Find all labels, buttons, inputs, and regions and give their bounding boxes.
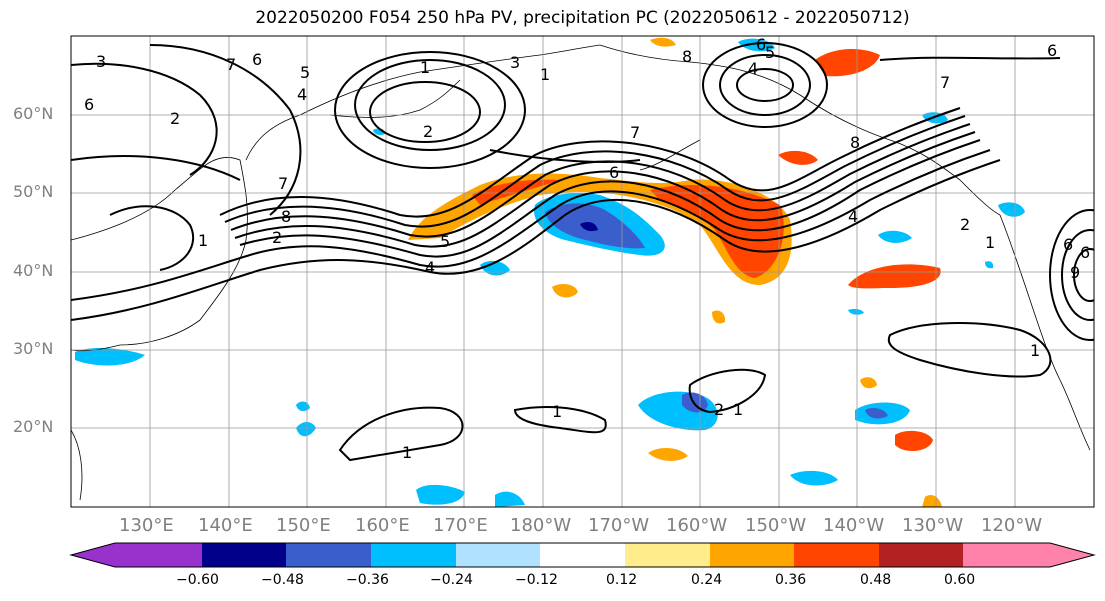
lon-label: 180°W (510, 515, 572, 536)
lat-label: 20°N (13, 417, 54, 436)
contour-label: 1 (552, 402, 562, 421)
contour-labels: 3 7 6 5 4 6 1 3 2 7 2 4 5 6 1 8 7 5 4 6 … (84, 35, 1090, 462)
contour-label: 4 (297, 85, 307, 104)
contour-label: 2 (423, 122, 433, 141)
contour-label: 5 (300, 63, 310, 82)
lon-label: 130°E (119, 515, 174, 536)
lon-label: 140°W (823, 515, 885, 536)
contour-label: 3 (96, 52, 106, 71)
colorbar-tick: −0.24 (430, 572, 473, 588)
lon-label: 170°W (588, 515, 650, 536)
contour-label: 5 (440, 232, 450, 251)
contour-label: 1 (985, 233, 995, 252)
colorbar-tick: −0.60 (176, 572, 219, 588)
colorbar-tick: −0.48 (261, 572, 304, 588)
colorbar-cell (540, 543, 625, 567)
colorbar-tick: −0.36 (346, 572, 389, 588)
contour-label: 6 (84, 95, 94, 114)
colorbar-cell (202, 543, 286, 567)
lon-label: 140°E (198, 515, 253, 536)
colorbar-cell (456, 543, 540, 567)
contour-label: 2 (170, 109, 180, 128)
contour-label: 9 (1070, 263, 1080, 282)
lat-label: 40°N (13, 261, 54, 280)
contour-label: 7 (226, 55, 236, 74)
colorbar-tick: 0.12 (606, 572, 638, 588)
contour-label: 3 (510, 53, 520, 72)
lon-label: 170°E (433, 515, 488, 536)
contour-label: 8 (281, 207, 291, 226)
contour-label: 6 (1063, 235, 1073, 254)
contour-label: 4 (848, 207, 858, 226)
contour-label: 7 (940, 73, 950, 92)
contour-label: 2 (960, 215, 970, 234)
pv-contours (71, 42, 1094, 462)
map-title: 2022050200 F054 250 hPa PV, precipitatio… (255, 8, 910, 28)
contour-label: 1 (1030, 341, 1040, 360)
contour-label: 1 (540, 65, 550, 84)
contour-label: 4 (748, 59, 758, 78)
colorbar-extend-high (1050, 543, 1094, 567)
colorbar-tick: 0.36 (775, 572, 807, 588)
precip-fills (75, 37, 1025, 507)
lat-label: 60°N (13, 104, 54, 123)
contour-label: 6 (1047, 41, 1057, 60)
lon-label: 150°W (745, 515, 807, 536)
contour-label: 1 (402, 443, 412, 462)
contour-label: 6 (609, 163, 619, 182)
colorbar-cell (879, 543, 963, 567)
lon-label: 130°W (902, 515, 964, 536)
lon-label: 120°W (981, 515, 1043, 536)
contour-label: 5 (765, 43, 775, 62)
contour-label: 4 (425, 258, 435, 277)
lon-label: 160°E (355, 515, 410, 536)
contour-label: 2 (272, 228, 282, 247)
contour-label: 2 (714, 400, 724, 419)
colorbar-tick: 0.60 (944, 572, 976, 588)
colorbar-cell (710, 543, 794, 567)
contour-label: 7 (630, 123, 640, 142)
lon-label: 160°W (666, 515, 728, 536)
colorbar-tick: 0.24 (691, 572, 723, 588)
contour-label: 6 (1080, 243, 1090, 262)
colorbar-cell (286, 543, 371, 567)
colorbar-cell (371, 543, 456, 567)
graticule (71, 36, 1094, 507)
contour-label: 1 (733, 400, 743, 419)
colorbar-cell (625, 543, 710, 567)
contour-label: 7 (278, 174, 288, 193)
contour-label: 6 (252, 50, 262, 69)
lat-label: 50°N (13, 182, 54, 201)
contour-label: 1 (198, 231, 208, 250)
colorbar-cell (115, 543, 202, 567)
contour-label: 6 (756, 35, 766, 54)
contour-label: 8 (682, 47, 692, 66)
colorbar-tick: −0.12 (515, 572, 558, 588)
lat-label: 30°N (13, 339, 54, 358)
contour-label: 1 (420, 58, 430, 77)
contour-label: 8 (850, 133, 860, 152)
colorbar-cell (794, 543, 879, 567)
colorbar-extend-low (71, 543, 115, 567)
colorbar (69, 542, 1096, 568)
lon-label: 150°E (276, 515, 331, 536)
colorbar-cell (963, 543, 1050, 567)
colorbar-tick: 0.48 (860, 572, 892, 588)
